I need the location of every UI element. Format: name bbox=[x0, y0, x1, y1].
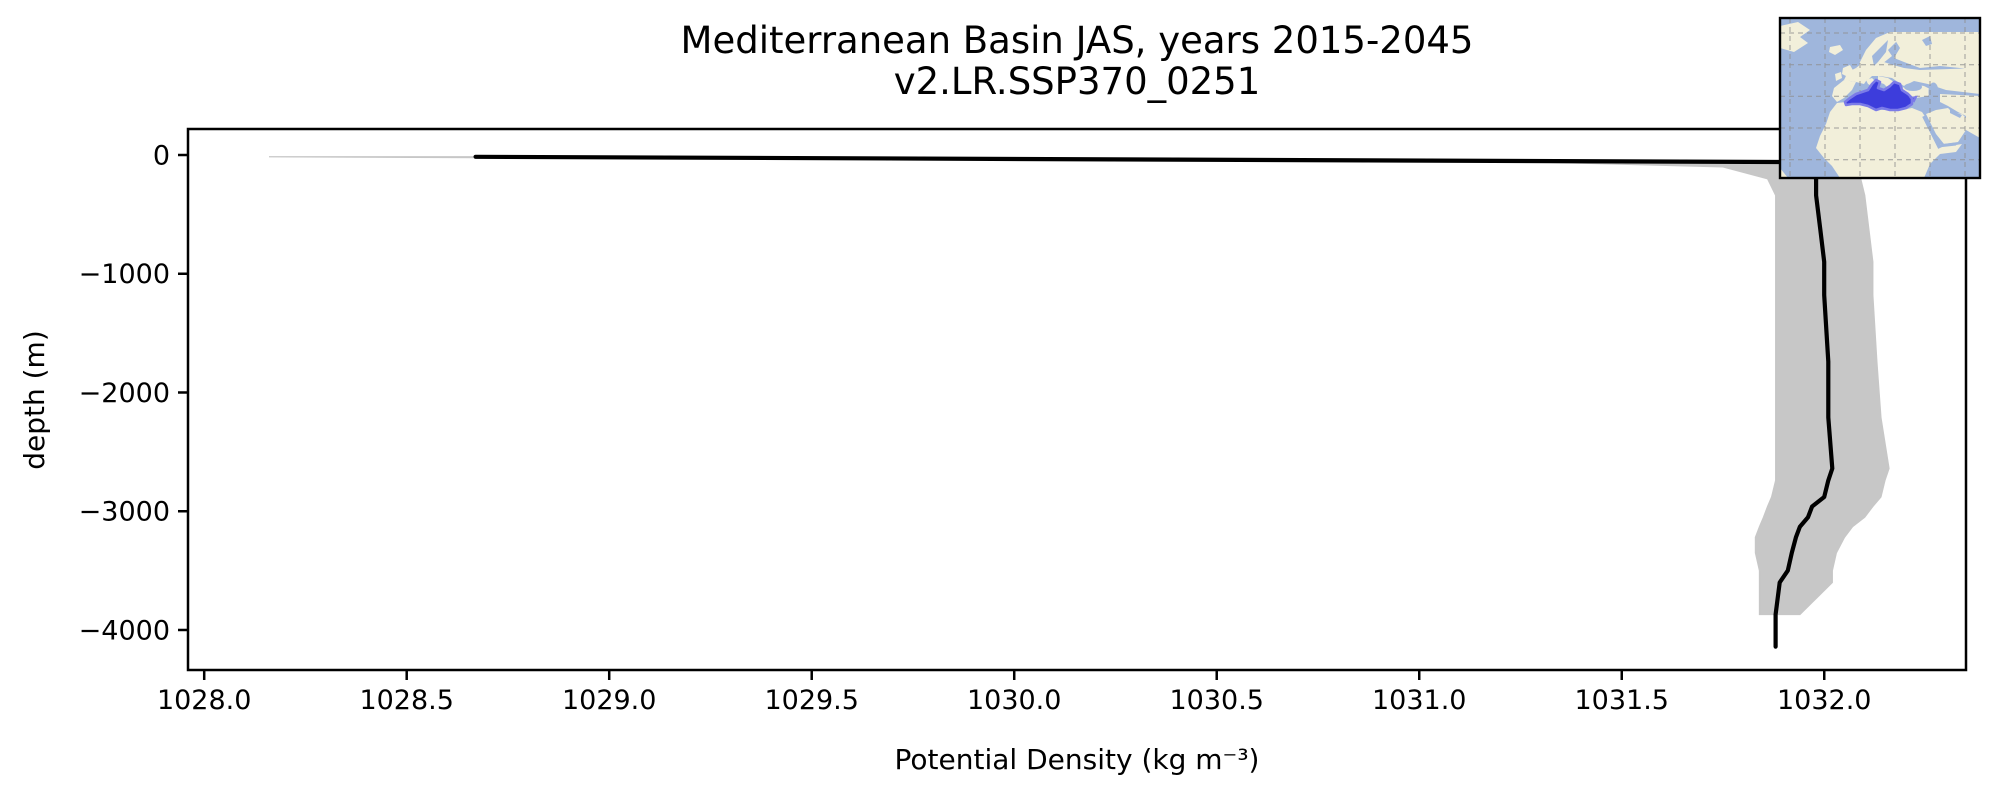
x-tick-label: 1028.0 bbox=[157, 685, 251, 716]
x-tick-label: 1030.5 bbox=[1169, 685, 1263, 716]
y-tick-label: −1000 bbox=[79, 259, 170, 290]
inset-border bbox=[1778, 16, 1982, 180]
x-axis-label: Potential Density (kg m⁻³) bbox=[895, 743, 1260, 776]
chart-subtitle: v2.LR.SSP370_0251 bbox=[894, 60, 1261, 103]
y-tick-label: −4000 bbox=[79, 615, 170, 646]
mean-profile-line bbox=[473, 154, 1835, 649]
chart-title: Mediterranean Basin JAS, years 2015-2045 bbox=[681, 19, 1474, 62]
inset-map bbox=[1778, 16, 1982, 180]
y-tick-label: −3000 bbox=[79, 497, 170, 528]
y-axis-label: depth (m) bbox=[18, 330, 51, 470]
x-tick-label: 1031.5 bbox=[1574, 685, 1668, 716]
x-tick-label: 1032.0 bbox=[1777, 685, 1871, 716]
x-axis-ticks: 1028.0 1028.5 1029.0 1029.5 1030.0 1030.5 1031… bbox=[157, 670, 1871, 716]
x-tick-label: 1029.0 bbox=[562, 685, 656, 716]
uncertainty-band bbox=[268, 156, 1890, 616]
x-tick-label: 1031.0 bbox=[1372, 685, 1466, 716]
x-tick-label: 1028.5 bbox=[359, 685, 453, 716]
x-tick-label: 1030.0 bbox=[967, 685, 1061, 716]
mediterranean-region-highlight bbox=[1843, 78, 1918, 112]
plot-border bbox=[186, 127, 1968, 672]
inset-landmasses bbox=[1780, 22, 1980, 178]
y-axis-ticks: 0 −1000 −2000 −3000 −4000 bbox=[79, 141, 188, 646]
y-tick-label: 0 bbox=[153, 141, 170, 172]
x-tick-label: 1029.5 bbox=[764, 685, 858, 716]
y-tick-label: −2000 bbox=[79, 378, 170, 409]
